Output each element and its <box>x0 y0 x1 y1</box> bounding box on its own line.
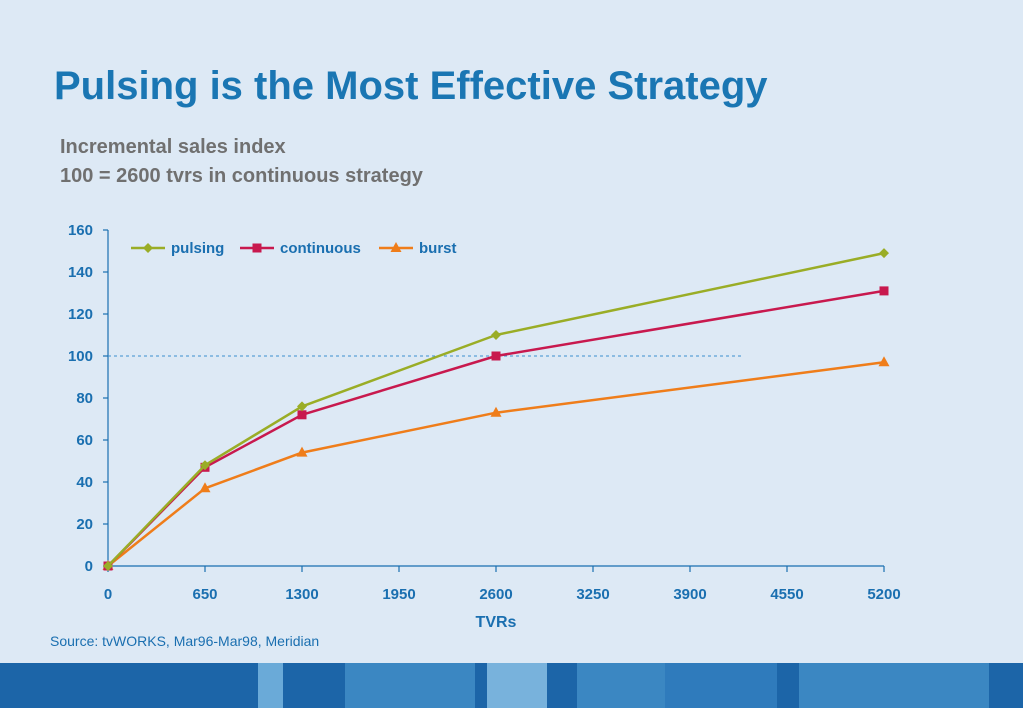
footer-stripe <box>665 663 777 708</box>
y-tick-label: 20 <box>76 516 93 533</box>
footer-stripe <box>487 663 547 708</box>
point-pulsing <box>103 561 113 571</box>
point-burst <box>490 406 502 417</box>
footer-stripe <box>0 663 258 708</box>
chart-subtitle: Incremental sales index 100 = 2600 tvrs … <box>60 133 423 191</box>
legend-label-burst: burst <box>419 240 457 257</box>
legend-marker-pulsing <box>143 243 153 253</box>
x-tick-label: 1300 <box>285 586 318 603</box>
point-burst <box>878 356 890 367</box>
x-tick-label: 2600 <box>479 586 512 603</box>
footer-bar <box>0 663 1023 708</box>
y-tick-label: 60 <box>76 432 93 449</box>
legend-marker-continuous <box>252 243 262 253</box>
x-tick-label: 4550 <box>770 586 803 603</box>
y-tick-label: 40 <box>76 474 93 491</box>
y-tick-label: 0 <box>85 558 93 575</box>
series-line-burst <box>107 361 885 567</box>
x-tick-label: 1950 <box>382 586 415 603</box>
point-pulsing <box>879 248 889 259</box>
legend-marker-burst <box>390 242 402 252</box>
point-pulsing <box>297 401 307 412</box>
footer-stripe <box>989 663 1023 708</box>
y-tick-label: 80 <box>76 390 93 407</box>
x-axis-label: TVRs <box>476 614 517 631</box>
y-tick-label: 120 <box>68 306 93 323</box>
x-tick-label: 0 <box>104 586 112 603</box>
footer-stripe <box>283 663 345 708</box>
x-tick-label: 650 <box>192 586 217 603</box>
x-tick-label: 3250 <box>576 586 609 603</box>
legend-label-pulsing: pulsing <box>171 240 224 257</box>
footer-stripe <box>799 663 989 708</box>
subtitle-line-1: Incremental sales index <box>60 136 286 158</box>
point-burst <box>199 482 211 493</box>
slide-title: Pulsing is the Most Effective Strategy <box>54 64 768 108</box>
footer-stripe <box>777 663 799 708</box>
point-pulsing <box>491 330 501 340</box>
footer-stripe <box>258 663 283 708</box>
point-continuous <box>879 286 889 296</box>
subtitle-line-2: 100 = 2600 tvrs in continuous strategy <box>60 165 423 187</box>
x-tick-label: 5200 <box>867 586 900 603</box>
footer-stripe <box>345 663 475 708</box>
footer-stripe <box>475 663 487 708</box>
footer-stripe <box>577 663 665 708</box>
point-burst <box>296 446 308 457</box>
y-tick-label: 100 <box>68 348 93 365</box>
source-note: Source: tvWORKS, Mar96-Mar98, Meridian <box>50 633 320 649</box>
footer-stripe <box>547 663 577 708</box>
point-continuous <box>491 351 501 361</box>
x-tick-label: 3900 <box>673 586 706 603</box>
y-tick-label: 160 <box>68 222 93 239</box>
point-pulsing <box>200 460 210 471</box>
y-tick-label: 140 <box>68 264 93 281</box>
legend-label-continuous: continuous <box>280 240 361 257</box>
point-continuous <box>297 410 307 420</box>
